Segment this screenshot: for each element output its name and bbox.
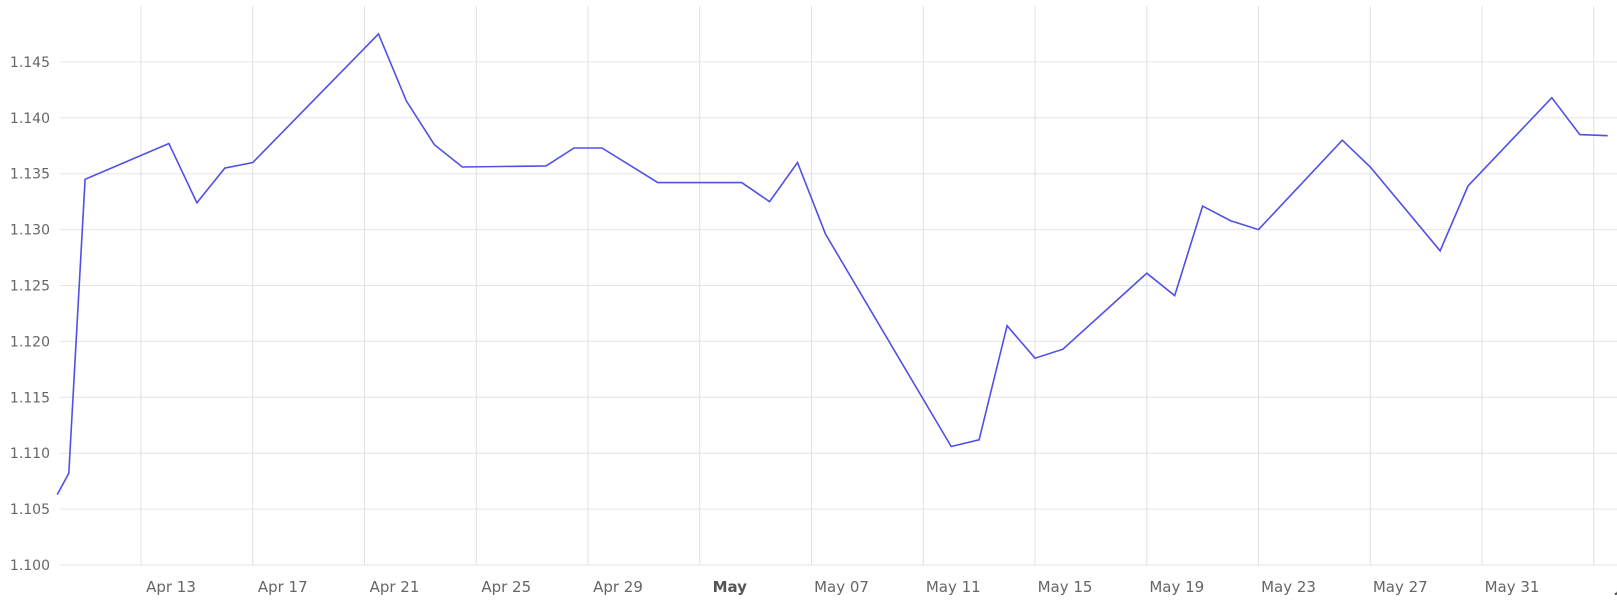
series-layer (56, 32, 1608, 495)
y-tick-label: 1.135 (10, 167, 50, 183)
x-tick-label: Apr 17 (258, 578, 308, 596)
y-tick-label: 1.120 (10, 334, 50, 350)
x-tick-label: Apr 13 (146, 578, 196, 596)
y-tick-label: 1.145 (10, 55, 50, 71)
x-tick-label: May 15 (1038, 578, 1093, 596)
x-tick-label: Apr 29 (593, 578, 643, 596)
y-tick-label: 1.110 (10, 446, 50, 462)
x-tick-label: May 07 (814, 578, 869, 596)
y-axis: 1.100 1.105 1.110 1.115 1.120 1.125 1.130 1.135… (10, 55, 50, 574)
series-line (56, 32, 1608, 495)
y-tick-label: 1.100 (10, 558, 50, 574)
x-tick-label: May 11 (926, 578, 981, 596)
y-tick-label: 1.115 (10, 390, 50, 406)
x-axis: Apr 13 Apr 17 Apr 21 Apr 25 Apr 29 May May 07 M… (146, 578, 1617, 596)
x-tick-label: May (713, 578, 748, 596)
grid-layer (60, 6, 1617, 566)
x-tick-label: Apr 21 (370, 578, 420, 596)
x-tick-label: May 31 (1485, 578, 1540, 596)
y-tick-label: 1.140 (10, 111, 50, 127)
x-tick-label: May 27 (1373, 578, 1428, 596)
x-tick-label: Apr 25 (481, 578, 531, 596)
y-tick-label: 1.130 (10, 223, 50, 239)
y-tick-label: 1.125 (10, 279, 50, 295)
y-tick-label: 1.105 (10, 502, 50, 518)
x-tick-label: Ju (1615, 578, 1617, 596)
x-tick-label: May 23 (1261, 578, 1316, 596)
x-tick-label: May 19 (1149, 578, 1204, 596)
